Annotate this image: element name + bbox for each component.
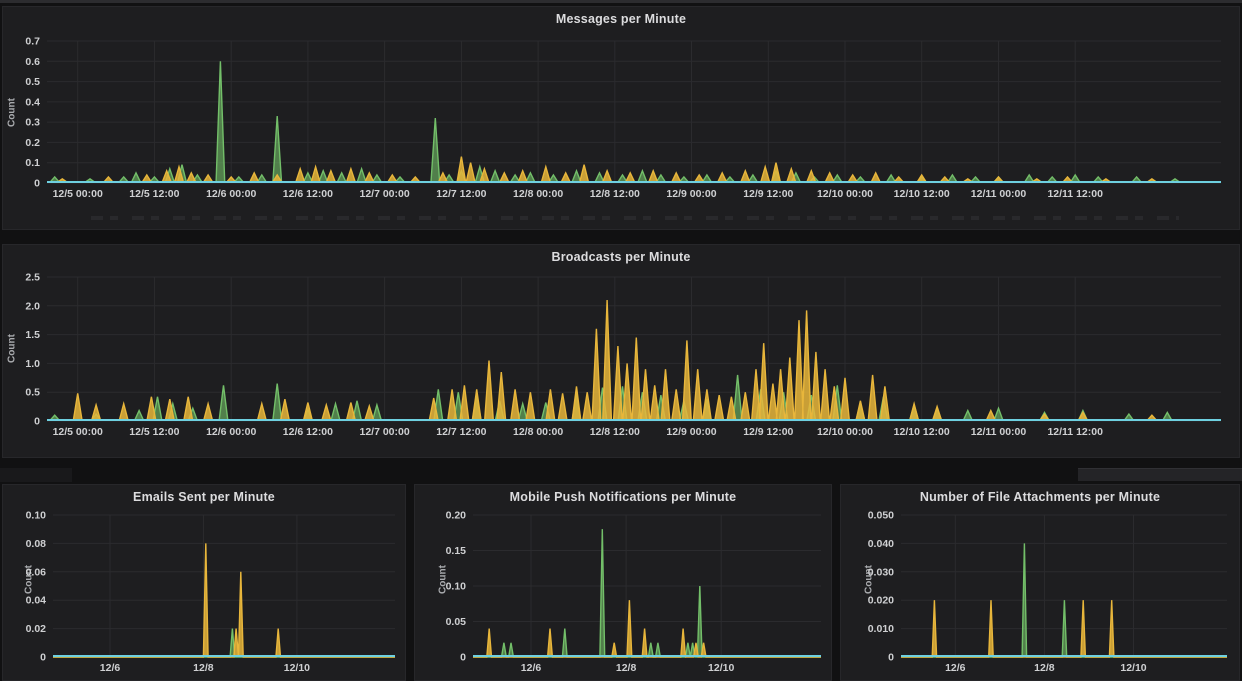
- x-tick-label: 12/9 00:00: [666, 188, 716, 200]
- time-series-plot[interactable]: 12/6 12/8 12/10 0 0.010 0.020 0.030 0.040 0.050: [841, 485, 1239, 680]
- panel-file-attachments-per-minute: Number of File Attachments per Minute Co…: [840, 484, 1240, 681]
- y-tick-label: 1.0: [25, 358, 40, 370]
- x-tick-label: 12/6: [945, 662, 966, 674]
- panel-broadcasts-per-minute: Broadcasts per Minute Count 12/5 00:00 12…: [2, 244, 1240, 458]
- x-tick-label: 12/10 12:00: [894, 426, 950, 438]
- gap-block-left: [0, 468, 72, 482]
- panel-title[interactable]: Broadcasts per Minute: [551, 250, 691, 264]
- y-tick-label: 0.3: [25, 117, 40, 129]
- x-tick-label: 12/8 00:00: [513, 188, 563, 200]
- emails-green-series: [53, 628, 395, 658]
- x-tick-label: 12/5 12:00: [129, 426, 179, 438]
- x-tick-label: 12/6 00:00: [206, 188, 256, 200]
- panel-title[interactable]: Messages per Minute: [555, 12, 687, 26]
- panel-title[interactable]: Emails Sent per Minute: [133, 490, 275, 504]
- y-tick-label: 0.10: [26, 510, 47, 522]
- gap-block-right: [1078, 468, 1242, 481]
- x-tick-label: 12/6: [521, 662, 542, 674]
- y-tick-label: 0.02: [26, 623, 47, 635]
- y-tick-label: 0.10: [446, 581, 467, 593]
- panel-emails-sent-per-minute: Emails Sent per Minute Count 12/6 12/8 12/…: [2, 484, 406, 681]
- x-tick-label: 12/10: [284, 662, 310, 674]
- x-tick-label: 12/9 12:00: [743, 188, 793, 200]
- x-tick-label: 12/10: [708, 662, 734, 674]
- x-tick-label: 12/9 00:00: [666, 426, 716, 438]
- y-tick-label: 0.5: [25, 76, 40, 88]
- x-tick-label: 12/10: [1120, 662, 1146, 674]
- y-tick-label: 0.1: [25, 157, 40, 169]
- broadcasts-yellow-series-fill: [47, 300, 1221, 421]
- x-tick-label: 12/7 00:00: [359, 188, 409, 200]
- y-tick-label: 0.010: [868, 623, 894, 635]
- y-tick-label: 2.0: [25, 300, 40, 312]
- x-tick-label: 12/7 12:00: [436, 188, 486, 200]
- panel-title[interactable]: Mobile Push Notifications per Minute: [509, 490, 737, 504]
- x-tick-label: 12/8 12:00: [590, 426, 640, 438]
- y-tick-label: 0.06: [26, 566, 47, 578]
- y-tick-label: 0.15: [446, 545, 467, 557]
- y-tick-label: 0.030: [868, 566, 894, 578]
- x-tick-label: 12/5 00:00: [53, 426, 103, 438]
- x-tick-label: 12/8: [193, 662, 214, 674]
- x-tick-label: 12/10 12:00: [894, 188, 950, 200]
- panel-mobile-push-notifications-per-minute: Mobile Push Notifications per Minute Cou…: [414, 484, 832, 681]
- time-series-plot[interactable]: 12/5 00:00 12/5 12:00 12/6 00:00 12/6 12:00…: [3, 7, 1239, 229]
- emails-green-series-fill: [53, 628, 395, 657]
- attachments-yellow-series-fill: [901, 600, 1227, 657]
- push-yellow-series-fill: [473, 600, 821, 657]
- y-tick-label: 0.05: [446, 616, 467, 628]
- y-tick-label: 0: [34, 178, 40, 190]
- messages-green-series: [47, 61, 1221, 183]
- y-tick-label: 0: [460, 652, 466, 664]
- y-tick-label: 0.4: [25, 96, 40, 108]
- time-series-plot[interactable]: 12/6 12/8 12/10 0 0.05 0.10 0.15 0.20: [415, 485, 831, 680]
- x-tick-label: 12/10 00:00: [817, 426, 873, 438]
- y-tick-label: 0.020: [868, 595, 894, 607]
- y-tick-label: 0.04: [26, 595, 47, 607]
- y-tick-label: 0.20: [446, 510, 467, 522]
- y-tick-label: 0.6: [25, 56, 40, 68]
- x-tick-label: 12/11 00:00: [971, 426, 1027, 438]
- x-tick-label: 12/6: [100, 662, 121, 674]
- x-tick-label: 12/11 12:00: [1047, 188, 1103, 200]
- y-tick-label: 0.7: [25, 36, 40, 48]
- push-yellow-series: [473, 600, 821, 658]
- top-border: [0, 0, 1242, 3]
- y-tick-label: 0.5: [25, 387, 40, 399]
- x-tick-label: 12/6 00:00: [206, 426, 256, 438]
- x-tick-label: 12/8: [1034, 662, 1055, 674]
- y-tick-label: 1.5: [25, 329, 40, 341]
- x-tick-label: 12/7 12:00: [436, 426, 486, 438]
- x-tick-label: 12/8 12:00: [590, 188, 640, 200]
- y-tick-label: 0.040: [868, 538, 894, 550]
- x-tick-label: 12/11 12:00: [1047, 426, 1103, 438]
- x-tick-label: 12/11 00:00: [971, 188, 1027, 200]
- y-tick-label: 0: [888, 652, 894, 664]
- panel-title[interactable]: Number of File Attachments per Minute: [919, 490, 1161, 504]
- x-tick-label: 12/8: [616, 662, 637, 674]
- y-tick-label: 0: [40, 652, 46, 664]
- panel-messages-per-minute: Messages per Minute Count 12/5 00:00 12/5…: [2, 6, 1240, 230]
- x-tick-label: 12/8 00:00: [513, 426, 563, 438]
- x-tick-label: 12/5 12:00: [129, 188, 179, 200]
- y-tick-label: 2.5: [25, 272, 40, 284]
- y-tick-label: 0.050: [868, 510, 894, 522]
- y-tick-label: 0.2: [25, 137, 40, 149]
- messages-yellow-series-fill: [47, 156, 1221, 183]
- push-green-series-fill: [473, 529, 821, 657]
- x-tick-label: 12/7 00:00: [359, 426, 409, 438]
- time-series-plot[interactable]: 12/6 12/8 12/10 0 0.02 0.04 0.06 0.08 0.10: [3, 485, 405, 680]
- push-green-series: [473, 529, 821, 658]
- legend-strip-faint: [91, 216, 1179, 220]
- y-tick-label: 0: [34, 416, 40, 428]
- x-tick-label: 12/5 00:00: [53, 188, 103, 200]
- time-series-plot[interactable]: 12/5 00:00 12/5 12:00 12/6 00:00 12/6 12:00…: [3, 245, 1239, 457]
- y-tick-label: 0.08: [26, 538, 47, 550]
- x-tick-label: 12/6 12:00: [283, 188, 333, 200]
- attachments-green-series-fill: [901, 543, 1227, 657]
- x-tick-label: 12/9 12:00: [743, 426, 793, 438]
- x-tick-label: 12/10 00:00: [817, 188, 873, 200]
- x-tick-label: 12/6 12:00: [283, 426, 333, 438]
